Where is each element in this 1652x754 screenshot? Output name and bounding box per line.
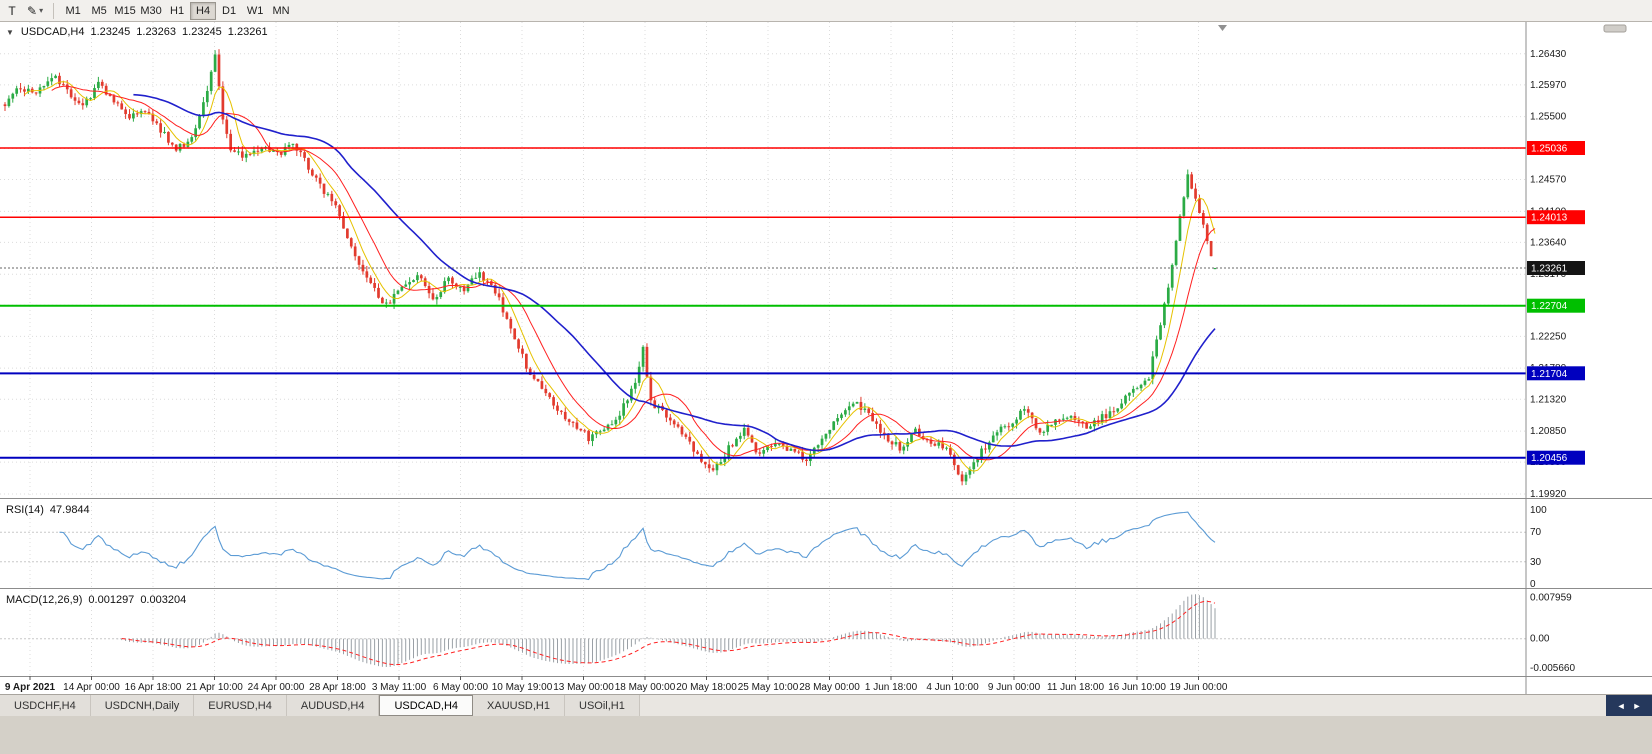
price-axis-label: 1.25500 [1530, 112, 1567, 123]
date-axis-label: 14 Apr 00:00 [63, 682, 120, 693]
date-axis-label: 6 May 00:00 [433, 682, 488, 693]
rsi-line [59, 511, 1216, 581]
chart-window[interactable]: ▼ USDCAD,H4 1.23245 1.23263 1.23245 1.23… [0, 22, 1652, 694]
price-axis-label: 1.23640 [1530, 237, 1567, 248]
timeframe-button-h4[interactable]: H4 [190, 1, 217, 20]
date-axis-label: 18 May 00:00 [615, 682, 676, 693]
level-1.22704-badge-label: 1.22704 [1531, 301, 1568, 312]
price-axis-label: 1.24570 [1530, 175, 1567, 186]
date-axis-label: 13 May 00:00 [553, 682, 614, 693]
tab-audusd-h4[interactable]: AUDUSD,H4 [286, 695, 380, 716]
tab-scroll-right-icon[interactable]: ► [1632, 700, 1642, 711]
moving-average-13 [51, 85, 1216, 461]
timeframe-button-mn[interactable]: MN [272, 4, 290, 17]
candlestick-series [3, 49, 1217, 486]
moving-average-6 [24, 81, 1216, 472]
text-tool-button[interactable]: T [2, 2, 22, 20]
date-axis-label: 11 Jun 18:00 [1047, 682, 1105, 693]
draw-tools-button[interactable]: ✎ ▾ [23, 2, 47, 20]
level-1.25036-badge-label: 1.25036 [1531, 144, 1568, 155]
level-1.20456-badge-label: 1.20456 [1531, 453, 1568, 464]
moving-average-34 [133, 93, 1216, 452]
date-axis-label: 1 Jun 18:00 [865, 682, 918, 693]
price-axis-label: 1.26430 [1530, 49, 1567, 60]
status-bar [0, 716, 1652, 754]
macd-histogram [113, 594, 1216, 667]
level-1.24013-badge [1527, 210, 1585, 225]
level-1.20456-badge [1527, 450, 1585, 465]
level-1.21704-badge [1527, 366, 1585, 381]
date-axis-label: 20 May 18:00 [676, 682, 737, 693]
level-1.24013-badge-label: 1.24013 [1531, 213, 1568, 224]
level-1.22704-badge [1527, 298, 1585, 313]
price-axis-label: 1.22250 [1530, 331, 1567, 342]
timeframe-button-m30[interactable]: M30 [140, 4, 162, 17]
date-axis-label: 21 Apr 10:00 [186, 682, 243, 693]
tab-scroll-left-icon[interactable]: ◄ [1616, 700, 1626, 711]
tab-usoil-h1[interactable]: USOil,H1 [565, 695, 640, 716]
text-tool-icon: T [8, 3, 16, 18]
rsi-axis-label: 70 [1530, 527, 1542, 538]
timeframe-buttons: M1 M5 M15 M30 H1 H4 D1 W1 MN [60, 1, 294, 20]
macd-axis-label: -0.005660 [1530, 663, 1575, 674]
level-1.21704-badge-label: 1.21704 [1531, 369, 1568, 380]
price-axis-label: 1.20850 [1530, 426, 1567, 437]
tab-scroll-buttons: ◄ ► [1606, 695, 1652, 716]
toolbar-separator [53, 2, 55, 19]
date-axis-label: 19 Jun 00:00 [1170, 682, 1228, 693]
current-price-badge [1527, 261, 1585, 275]
top-toolbar: T ✎ ▾ M1 M5 M15 M30 H1 H4 D1 W1 MN [0, 0, 1652, 22]
date-axis-label: 25 May 10:00 [738, 682, 799, 693]
date-axis-label: 10 May 19:00 [492, 682, 553, 693]
rsi-axis-label: 0 [1530, 579, 1536, 590]
timeframe-button-m1[interactable]: M1 [65, 4, 81, 17]
rsi-axis-label: 100 [1530, 505, 1547, 516]
date-axis-label: 3 May 11:00 [372, 682, 427, 693]
date-axis-label: 24 Apr 00:00 [248, 682, 305, 693]
date-axis-label: 9 Apr 2021 [5, 682, 56, 693]
tab-usdcad-h4[interactable]: USDCAD,H4 [379, 695, 474, 716]
date-axis-label: 4 Jun 10:00 [926, 682, 979, 693]
macd-axis-label: 0.007959 [1530, 592, 1572, 603]
date-axis-label: 28 Apr 18:00 [309, 682, 366, 693]
chart-tabs: USDCHF,H4 USDCNH,Daily EURUSD,H4 AUDUSD,H4 U… [0, 695, 1606, 716]
timeframe-button-d1[interactable]: D1 [222, 4, 237, 17]
tab-xauusd-h1[interactable]: XAUUSD,H1 [473, 695, 565, 716]
level-1.25036-badge [1527, 141, 1585, 155]
price-axis-label: 1.21320 [1530, 394, 1567, 405]
pencil-icon: ✎ [27, 3, 38, 18]
timeframe-button-m5[interactable]: M5 [91, 4, 107, 17]
date-axis-label: 16 Apr 18:00 [125, 682, 182, 693]
timeframe-button-h1[interactable]: H1 [170, 4, 185, 17]
tab-eurusd-h4[interactable]: EURUSD,H4 [194, 695, 287, 716]
chart-shift-marker[interactable] [1218, 25, 1227, 31]
mini-scrollbar-thumb[interactable] [1603, 24, 1627, 33]
date-axis-label: 9 Jun 00:00 [988, 682, 1041, 693]
price-axis-label: 1.19920 [1530, 489, 1567, 500]
chart-tabs-bar: USDCHF,H4 USDCNH,Daily EURUSD,H4 AUDUSD,H4 U… [0, 694, 1652, 716]
price-axis-label: 1.25970 [1530, 80, 1567, 91]
chart-canvas[interactable]: 1.264301.259701.255001.250301.245701.241… [0, 22, 1652, 694]
macd-signal-line [121, 600, 1216, 666]
date-axis-label: 16 Jun 10:00 [1108, 682, 1166, 693]
date-axis-label: 28 May 00:00 [799, 682, 860, 693]
tab-usdchf-h4[interactable]: USDCHF,H4 [0, 695, 91, 716]
dropdown-caret-icon: ▾ [39, 6, 44, 15]
tab-usdcnh-daily[interactable]: USDCNH,Daily [90, 695, 195, 716]
timeframe-button-m15[interactable]: M15 [114, 4, 136, 17]
rsi-axis-label: 30 [1530, 557, 1542, 568]
timeframe-button-w1[interactable]: W1 [246, 4, 264, 17]
macd-axis-label: 0.00 [1530, 634, 1550, 645]
current-price-badge-label: 1.23261 [1531, 264, 1568, 275]
